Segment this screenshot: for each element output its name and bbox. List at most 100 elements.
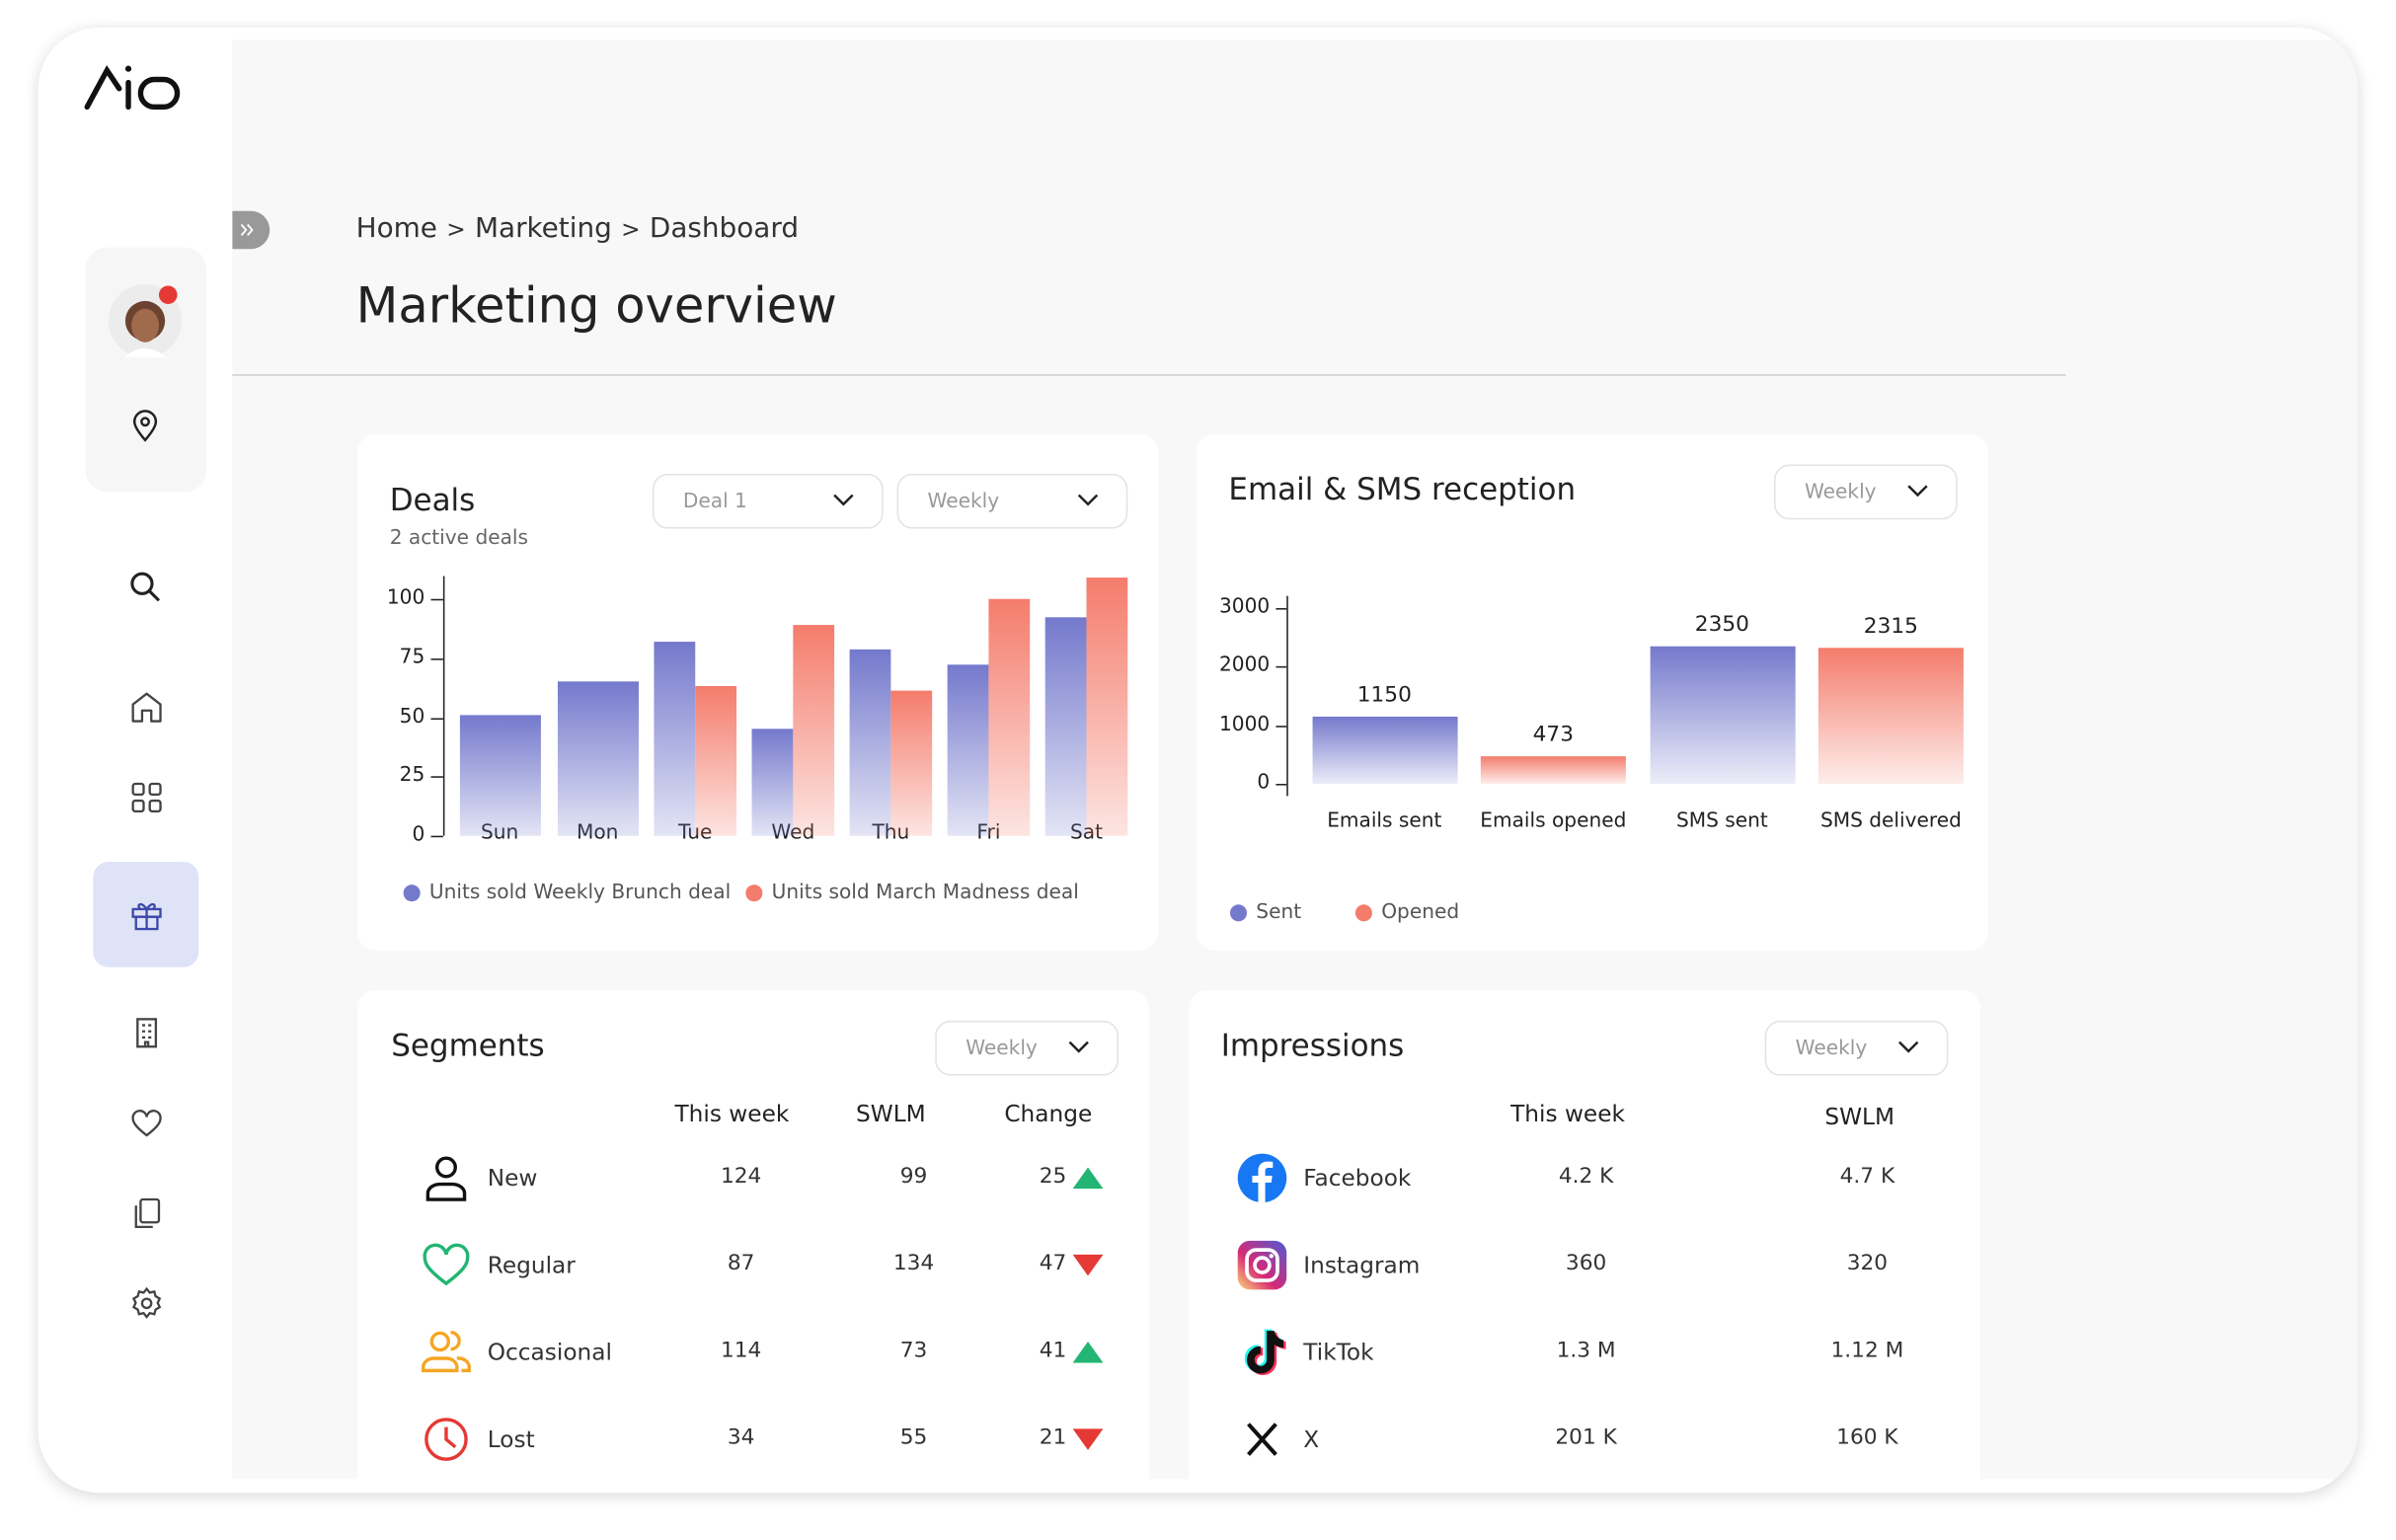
y-tick: [1275, 784, 1287, 786]
breadcrumb-item: Home: [355, 212, 437, 245]
cell: 360: [1565, 1251, 1607, 1276]
dropdown[interactable]: Weekly: [1773, 464, 1958, 520]
legend-label: Opened: [1381, 901, 1460, 925]
cell: 25: [1039, 1164, 1067, 1190]
breadcrumb-separator: >: [446, 215, 466, 244]
y-tick: [430, 835, 443, 838]
building-icon[interactable]: [128, 1015, 165, 1051]
cell: 124: [720, 1164, 762, 1190]
cell: 55: [899, 1425, 928, 1450]
column-header: SWLM: [856, 1100, 926, 1128]
dropdown[interactable]: Weekly: [1764, 1020, 1949, 1076]
bar: [654, 641, 696, 836]
cell: 73: [899, 1338, 928, 1363]
y-tick-label: 3000: [1218, 595, 1271, 619]
segment-icon: [421, 1152, 473, 1204]
y-tick: [430, 598, 443, 601]
avatar[interactable]: [103, 278, 189, 364]
bar: [751, 729, 794, 836]
cell: 1.3 M: [1556, 1338, 1616, 1363]
segment-icon: [421, 1326, 473, 1378]
legend-dot: [1229, 904, 1248, 922]
cell: 320: [1846, 1251, 1889, 1276]
x-tick-label: SMS sent: [1675, 809, 1768, 833]
email-sms-card: Email & SMS reception Weekly 0 1000 2000 30…: [1196, 433, 1988, 951]
dropdown-label: Weekly: [1804, 480, 1877, 504]
y-tick: [430, 776, 443, 779]
data-label: 1150: [1356, 682, 1412, 708]
legend-dot: [745, 885, 763, 902]
card-title: Email & SMS reception: [1228, 470, 1577, 507]
divider: [232, 374, 2066, 376]
home-icon[interactable]: [128, 689, 165, 726]
platform-icon: [1236, 1326, 1288, 1378]
segment-icon: [421, 1239, 473, 1291]
breadcrumb: Home > Marketing > Dashboard: [356, 212, 799, 245]
legend-label: Units sold Weekly Brunch deal: [428, 882, 732, 905]
y-tick-label: 100: [386, 586, 425, 610]
expand-button[interactable]: [232, 210, 271, 251]
dropdown-label: Weekly: [927, 490, 1000, 513]
x-tick-label: Emails sent: [1327, 809, 1442, 833]
bar: [459, 715, 541, 836]
y-tick-label: 1000: [1218, 713, 1271, 736]
row-label: Regular: [487, 1251, 576, 1279]
column-header: SWLM: [1824, 1103, 1895, 1131]
y-tick-label: 0: [412, 823, 425, 847]
segment-icon: [421, 1414, 473, 1466]
page-title: Marketing overview: [355, 276, 837, 335]
cell: 87: [727, 1251, 755, 1276]
y-axis: [1286, 595, 1288, 797]
logo: [84, 64, 181, 111]
location-icon[interactable]: [126, 408, 163, 444]
bar: [793, 625, 835, 836]
trend-indicator: [1072, 1166, 1104, 1190]
cell: 134: [892, 1251, 935, 1276]
dropdown-label: Weekly: [966, 1037, 1038, 1060]
y-tick-label: 0: [1257, 771, 1271, 795]
legend-item: Units sold Weekly Brunch deal: [403, 882, 732, 905]
row-label: X: [1303, 1425, 1320, 1453]
dropdown[interactable]: Weekly: [896, 473, 1128, 529]
cell: 99: [899, 1164, 928, 1190]
bar: [988, 598, 1031, 836]
settings-icon[interactable]: [128, 1285, 165, 1322]
card-title: Segments: [391, 1027, 545, 1064]
trend-indicator: [1072, 1253, 1104, 1276]
legend-dot: [1354, 904, 1372, 922]
dropdown[interactable]: Weekly: [935, 1020, 1119, 1076]
card-title: Deals: [389, 481, 476, 518]
search-icon[interactable]: [126, 569, 163, 605]
data-label: 2315: [1863, 614, 1918, 640]
column-header: Change: [1004, 1100, 1093, 1128]
row-label: TikTok: [1303, 1338, 1374, 1366]
segments-card: Segments Weekly This week SWLM Change New 12…: [357, 989, 1149, 1491]
cell: 47: [1039, 1251, 1067, 1276]
bar: [890, 691, 933, 836]
impressions-card: Impressions Weekly This week SWLM Facebook…: [1189, 989, 1980, 1491]
gift-icon[interactable]: [128, 897, 165, 934]
row-label: Lost: [487, 1425, 535, 1453]
legend-item: Opened: [1354, 901, 1460, 925]
dropdown[interactable]: Deal 1: [652, 473, 884, 529]
cell: 201 K: [1555, 1425, 1617, 1450]
y-tick-label: 25: [399, 764, 425, 788]
trend-indicator: [1072, 1427, 1104, 1450]
y-tick: [430, 657, 443, 660]
heart-icon[interactable]: [128, 1105, 165, 1141]
legend-label: Units sold March Madness deal: [771, 882, 1079, 905]
card-title: Impressions: [1220, 1027, 1405, 1064]
bar: [849, 649, 891, 836]
grid-icon[interactable]: [128, 779, 165, 815]
legend-label: Sent: [1256, 901, 1302, 925]
y-axis: [442, 575, 445, 836]
y-tick-label: 50: [399, 705, 425, 729]
data-label: 473: [1532, 722, 1575, 747]
x-tick-label: Emails opened: [1480, 809, 1627, 833]
breadcrumb-item: Marketing: [474, 212, 612, 245]
breadcrumb-item: Dashboard: [649, 212, 800, 245]
copy-icon[interactable]: [128, 1194, 165, 1231]
row-label: Facebook: [1303, 1164, 1412, 1193]
